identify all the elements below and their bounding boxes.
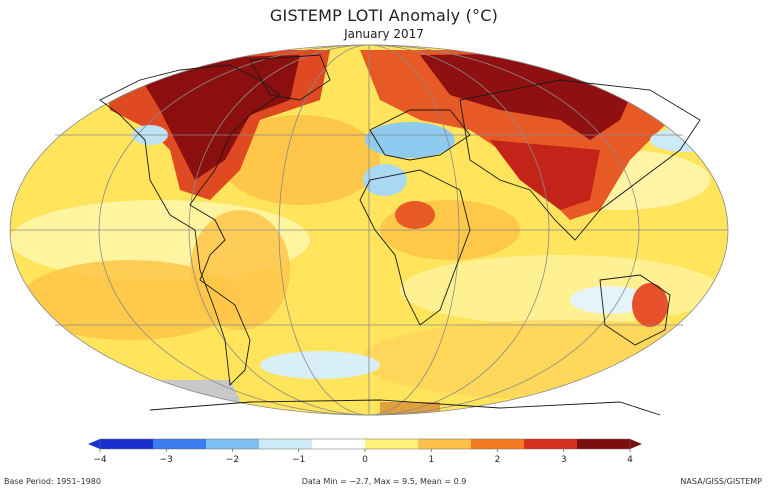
source-label: NASA/GISS/GISTEMP <box>680 477 762 486</box>
colorbar-tick-label: 4 <box>627 455 633 465</box>
colorbar-right-arrow <box>630 439 642 449</box>
colorbar-swatch <box>471 439 525 449</box>
colorbar-swatch <box>100 439 154 449</box>
colorbar-tick-label: −4 <box>93 455 107 465</box>
base-period-label: Base Period: 1951–1980 <box>4 477 101 486</box>
colorbar-swatch <box>312 439 366 449</box>
anomaly-map <box>9 44 729 416</box>
colorbar-swatch <box>259 439 313 449</box>
map-title: GISTEMP LOTI Anomaly (°C) <box>269 6 499 25</box>
colorbar-swatch <box>153 439 207 449</box>
coastlines <box>99 54 701 416</box>
colorbar-swatch <box>418 439 472 449</box>
colorbar-tick-label: 3 <box>561 455 567 465</box>
colorbar-swatches <box>88 438 642 450</box>
colorbar-tick-label: −1 <box>292 455 305 465</box>
colorbar-swatch <box>365 439 419 449</box>
colorbar-tick-label: −3 <box>160 455 173 465</box>
colorbar-tick-label: −2 <box>226 455 239 465</box>
anomaly-field <box>10 45 728 415</box>
map-subtitle: January 2017 <box>344 27 424 41</box>
colorbar-swatch <box>524 439 578 449</box>
colorbar-swatch <box>577 439 631 449</box>
colorbar-left-arrow <box>88 439 100 449</box>
graticule <box>9 44 729 416</box>
colorbar-tick-label: 1 <box>428 455 434 465</box>
colorbar: −4 −3 −2 −1 0 1 2 3 4 <box>88 438 642 465</box>
colorbar-swatch <box>206 439 260 449</box>
colorbar-tick-label: 2 <box>495 455 501 465</box>
data-stats-label: Data Min = −2.7, Max = 9.5, Mean = 0.9 <box>301 477 467 486</box>
colorbar-tick-label: 0 <box>362 455 368 465</box>
colorbar-ticks: −4 −3 −2 −1 0 1 2 3 4 <box>93 449 633 465</box>
